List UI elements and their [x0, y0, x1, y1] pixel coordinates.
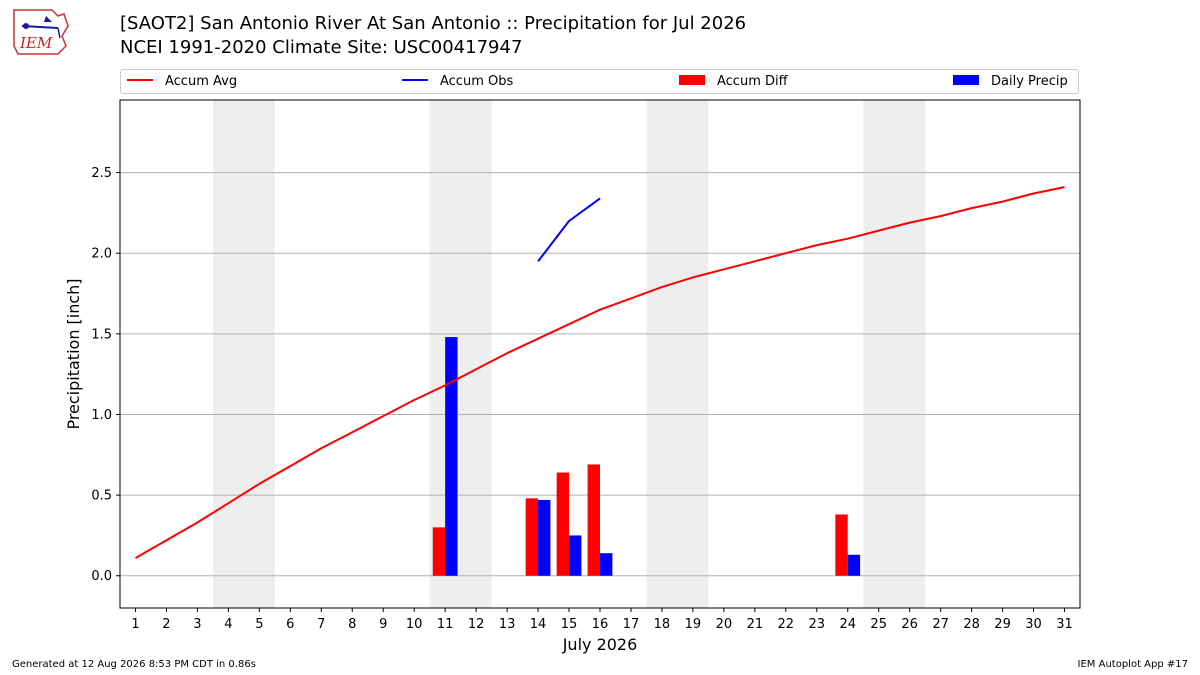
xtick-label-26: 26	[901, 617, 918, 632]
xtick-label-21: 21	[747, 617, 764, 632]
xtick-label-3: 3	[193, 617, 201, 632]
xtick-label-14: 14	[530, 617, 547, 632]
bar-accum-diff-day-24	[835, 514, 848, 576]
xtick-label-18: 18	[654, 617, 671, 632]
bar-accum-diff-day-16	[587, 464, 600, 576]
iem-logo: IEM	[8, 6, 72, 58]
xtick-label-24: 24	[839, 617, 856, 632]
xtick-label-8: 8	[348, 617, 356, 632]
xtick-label-9: 9	[379, 617, 387, 632]
chart-title: [SAOT2] San Antonio River At San Antonio…	[120, 13, 747, 34]
legend: Accum Avg Accum Obs Accum Diff Daily Pre…	[120, 69, 1079, 94]
ytick-label-2: 1.0	[91, 408, 112, 423]
legend-swatch-accum-obs	[402, 78, 428, 81]
bar-accum-diff-day-14	[525, 498, 539, 576]
xtick-label-30: 30	[1025, 617, 1042, 632]
xtick-label-20: 20	[716, 617, 733, 632]
xtick-label-28: 28	[963, 617, 980, 632]
legend-label-daily-precip: Daily Precip	[991, 74, 1068, 89]
footer-generated-text: Generated at 12 Aug 2026 8:53 PM CDT in …	[12, 659, 256, 670]
xtick-label-25: 25	[870, 617, 887, 632]
legend-item-accum-diff: Accum Diff	[679, 74, 788, 90]
xtick-label-10: 10	[406, 617, 423, 632]
xtick-label-17: 17	[623, 617, 640, 632]
iowa-outline-icon	[13, 9, 69, 55]
logo-text: IEM	[19, 34, 53, 52]
ytick-label-0: 0.0	[91, 569, 112, 584]
bar-daily-precip-day-14	[538, 499, 551, 576]
line-accum-avg	[135, 186, 1065, 559]
legend-swatch-accum-avg	[127, 78, 153, 81]
bar-daily-precip-day-15	[569, 535, 582, 576]
weekend-shade-3	[863, 100, 926, 608]
legend-label-accum-avg: Accum Avg	[165, 74, 238, 89]
line-accum-obs	[537, 197, 601, 262]
xtick-label-5: 5	[255, 617, 263, 632]
xtick-label-6: 6	[286, 617, 294, 632]
ytick-label-5: 2.5	[91, 166, 112, 181]
xtick-label-27: 27	[932, 617, 949, 632]
xtick-label-11: 11	[437, 617, 454, 632]
xtick-label-16: 16	[592, 617, 609, 632]
bar-daily-precip-day-16	[600, 553, 613, 576]
weekend-shade-2	[646, 100, 709, 608]
legend-item-daily-precip: Daily Precip	[953, 74, 1068, 90]
x-axis-label: July 2026	[562, 635, 638, 654]
xtick-label-2: 2	[162, 617, 170, 632]
legend-item-accum-obs: Accum Obs	[402, 74, 513, 90]
ytick-label-3: 1.5	[91, 327, 112, 342]
bar-daily-precip-day-11	[445, 337, 458, 576]
xtick-label-15: 15	[561, 617, 578, 632]
legend-swatch-daily-precip	[953, 74, 979, 85]
xtick-label-12: 12	[468, 617, 485, 632]
legend-label-accum-obs: Accum Obs	[440, 74, 514, 89]
xtick-label-7: 7	[317, 617, 325, 632]
legend-item-accum-avg: Accum Avg	[127, 74, 237, 90]
ytick-label-4: 2.0	[91, 247, 112, 262]
weekend-shade-1	[429, 100, 492, 608]
xtick-label-23: 23	[809, 617, 826, 632]
xtick-label-13: 13	[499, 617, 516, 632]
xtick-label-19: 19	[685, 617, 702, 632]
bar-daily-precip-day-24	[847, 554, 861, 576]
legend-swatch-accum-diff	[679, 74, 705, 85]
xtick-label-1: 1	[131, 617, 139, 632]
ytick-label-1: 0.5	[91, 489, 112, 504]
xtick-label-4: 4	[224, 617, 232, 632]
xtick-label-22: 22	[778, 617, 795, 632]
bar-accum-diff-day-15	[556, 472, 570, 576]
footer-app-text: IEM Autoplot App #17	[1077, 659, 1188, 670]
xtick-label-29: 29	[994, 617, 1011, 632]
weekend-shade-0	[212, 100, 275, 608]
legend-label-accum-diff: Accum Diff	[717, 74, 788, 89]
bar-accum-diff-day-11	[432, 527, 446, 576]
xtick-label-31: 31	[1056, 617, 1073, 632]
y-axis-label: Precipitation [inch]	[64, 278, 83, 429]
chart-subtitle: NCEI 1991-2020 Climate Site: USC00417947	[120, 37, 523, 58]
